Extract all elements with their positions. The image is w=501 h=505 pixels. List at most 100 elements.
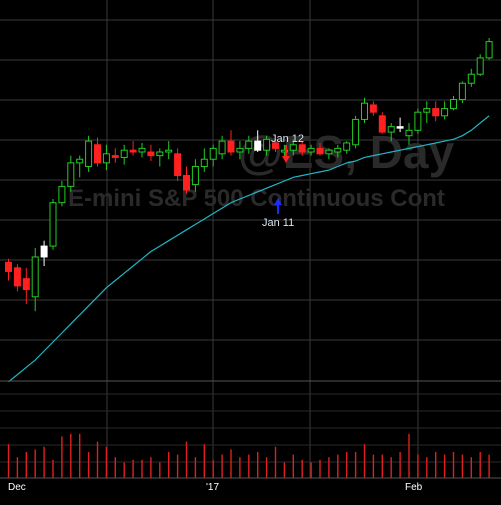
candle-body: [369, 104, 377, 113]
candle-body: [174, 153, 182, 177]
x-tick-17: '17: [206, 482, 219, 493]
candle-body: [423, 108, 431, 113]
candle-body: [236, 147, 244, 153]
candle-body: [378, 115, 386, 133]
candle-body: [307, 147, 315, 153]
down-arrow-icon: [282, 145, 290, 163]
x-axis: Dec '17 Feb: [8, 482, 423, 493]
candle-body: [22, 278, 30, 291]
candle: [13, 264, 21, 292]
annotation-jan12-label: Jan 12: [271, 133, 304, 145]
candle: [325, 148, 333, 160]
candle-body: [387, 126, 395, 133]
candle-body: [191, 165, 199, 186]
candle-body: [156, 151, 164, 157]
candle-body: [58, 185, 66, 204]
volume-bars: [0, 433, 501, 479]
candle-body: [67, 162, 75, 187]
candle: [165, 141, 173, 160]
candle: [458, 81, 466, 104]
candle: [423, 101, 431, 124]
candle: [218, 135, 226, 160]
candle: [40, 240, 48, 266]
candle-body: [325, 149, 333, 155]
candle-body: [254, 140, 262, 151]
candle-body: [165, 149, 173, 153]
candle: [254, 130, 262, 152]
candle-body: [272, 142, 279, 149]
candle: [343, 141, 351, 154]
candle: [352, 115, 360, 149]
candle-body: [414, 111, 422, 131]
candle: [432, 101, 440, 122]
candle-body: [111, 155, 119, 158]
candle-body: [227, 140, 235, 153]
candle: [94, 137, 101, 167]
candle: [263, 135, 271, 156]
candle: [387, 123, 395, 142]
candle: [209, 144, 217, 167]
candle: [307, 144, 315, 156]
candle-body: [147, 151, 155, 157]
gridlines: [0, 0, 501, 478]
up-arrow-icon: [274, 198, 282, 214]
candle: [183, 166, 190, 194]
symbol-watermark: @ES, Day E-mini S&P 500 Continuous Cont: [68, 126, 455, 212]
candle-body: [40, 245, 48, 258]
candle: [147, 144, 155, 162]
candle: [102, 144, 110, 171]
candle-body: [458, 82, 466, 101]
candle: [467, 68, 475, 87]
candle: [378, 112, 386, 134]
candle-body: [450, 99, 457, 110]
candle-body: [120, 149, 128, 158]
candle-body: [298, 144, 306, 153]
candle: [58, 180, 66, 207]
candle-body: [396, 126, 404, 129]
candle: [361, 97, 368, 124]
candle: [405, 123, 413, 145]
candle-body: [485, 41, 493, 59]
candle-body: [289, 144, 297, 151]
candle: [120, 144, 128, 165]
candle: [76, 155, 84, 178]
x-tick-feb: Feb: [405, 482, 423, 493]
candle: [450, 95, 457, 111]
candle: [111, 148, 119, 163]
candle-body: [85, 140, 93, 167]
candle: [85, 135, 93, 172]
candle: [396, 117, 404, 133]
candle-body: [432, 108, 440, 117]
candle-body: [316, 147, 324, 155]
candle: [174, 148, 182, 181]
x-tick-dec: Dec: [8, 482, 26, 493]
candle: [316, 142, 324, 156]
candle: [298, 141, 306, 156]
moving-average-path: [8, 115, 490, 383]
candle: [369, 101, 377, 116]
candle: [156, 148, 164, 167]
candle: [245, 135, 253, 154]
candle-body: [200, 158, 208, 167]
candle: [227, 130, 235, 156]
candle-body: [343, 142, 351, 151]
candle: [49, 199, 57, 250]
candle-body: [352, 118, 360, 146]
candle-body: [183, 175, 190, 191]
candle: [476, 54, 484, 76]
candle: [485, 38, 493, 60]
candle-body: [263, 138, 271, 151]
candle: [272, 139, 279, 152]
candle: [191, 159, 199, 192]
candle-body: [5, 261, 12, 272]
candle-body: [476, 57, 484, 75]
candle: [22, 267, 30, 304]
candle-body: [94, 144, 101, 164]
annotations: Jan 12 Jan 11: [262, 133, 304, 229]
candle: [5, 258, 12, 281]
candle: [129, 141, 137, 156]
watermark-description: E-mini S&P 500 Continuous Cont: [68, 185, 445, 212]
candle-body: [218, 140, 226, 155]
